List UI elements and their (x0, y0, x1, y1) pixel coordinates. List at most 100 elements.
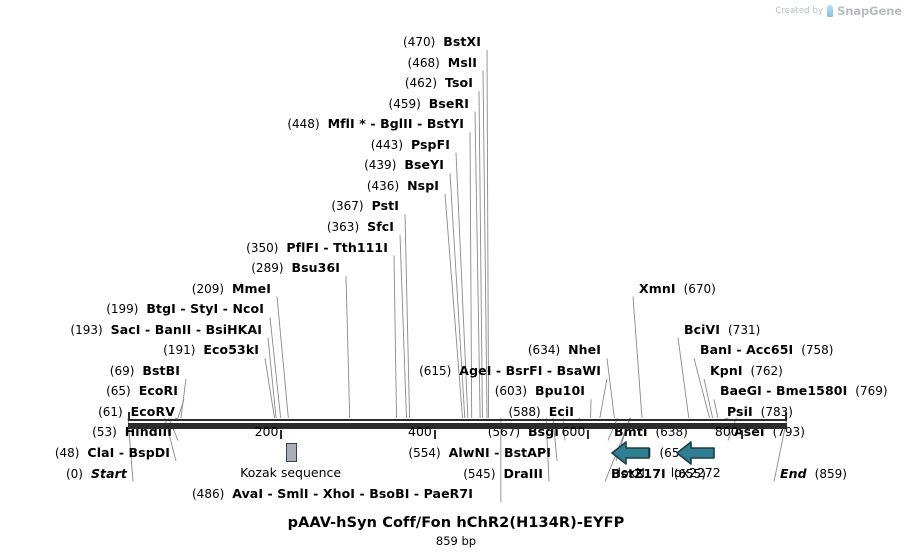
site-enzymes: MflI * - BglII - BstYI (327, 116, 464, 132)
site-enzymes: AlwNI - BstAPI (448, 445, 551, 460)
leader-line (599, 378, 608, 419)
restriction-site-label[interactable]: (367) PstI (0, 198, 399, 214)
restriction-site-label[interactable]: (199) BtgI - StyI - NcoI (0, 301, 264, 317)
restriction-site-label[interactable]: (588) EciI (0, 403, 574, 419)
site-enzymes: ClaI - BspDI (87, 445, 170, 460)
restriction-site-label[interactable]: (439) BseYI (0, 157, 444, 173)
site-enzymes: Bpu10I (534, 383, 585, 399)
site-position: (783) (760, 404, 793, 419)
restriction-site-label[interactable]: (545) DraIII (0, 465, 543, 481)
restriction-site-label[interactable]: (603) Bpu10I (0, 383, 585, 399)
restriction-site-label[interactable]: (193) SacI - BanII - BsiHKAI (0, 321, 262, 337)
site-enzymes: TsoI (445, 75, 473, 91)
restriction-site-label[interactable]: (615) AgeI - BsrFI - BsaWI (0, 363, 601, 378)
sequence-backbone[interactable] (128, 412, 787, 429)
restriction-site-label[interactable]: (65) EcoRI (0, 384, 178, 399)
feature-label: lox2272 (670, 465, 721, 480)
site-enzymes: EciI (548, 403, 574, 419)
restriction-site-label[interactable]: XmnI (670) (639, 280, 716, 296)
restriction-site-label[interactable]: (48) ClaI - BspDI (0, 445, 170, 461)
restriction-site-label[interactable]: (289) Bsu36I (0, 260, 340, 276)
restriction-site-label[interactable]: BstZ17I (655) (611, 465, 706, 481)
site-position: (439) (364, 158, 397, 173)
restriction-site-label[interactable]: (363) SfcI (0, 218, 394, 234)
leader-line (703, 378, 714, 419)
site-enzymes: BseYI (404, 157, 444, 173)
ruler-tick (280, 430, 283, 439)
site-enzymes: NheI (568, 342, 601, 358)
site-position: (65) (106, 384, 131, 399)
site-position: (468) (407, 55, 440, 70)
site-enzymes: End (780, 465, 807, 481)
site-position: (363) (326, 219, 360, 234)
feature-label: Kozak sequence (240, 465, 342, 480)
site-position: (191) (163, 343, 196, 358)
site-enzymes: XmnI (639, 280, 676, 296)
site-enzymes: BaeGI - Bme1580I (720, 383, 848, 399)
site-position: (486) (192, 487, 225, 502)
site-enzymes: DraIII (503, 465, 543, 481)
ruler-tick-label: 800 (714, 424, 739, 439)
plasmid-size-label: 859 bp (435, 534, 477, 548)
restriction-site-label[interactable]: (448) MflI * - BglII - BstYI (0, 116, 464, 132)
backbone-end-cap (785, 412, 787, 421)
snapgene-logo-icon (827, 5, 834, 17)
plasmid-title: pAAV-hSyn Coff/Fon hChR2(H134R)-EYFP (287, 515, 625, 531)
site-position: (448) (287, 117, 320, 132)
site-enzymes: Eco53kI (203, 342, 259, 358)
site-position: (545) (463, 466, 496, 481)
site-enzymes: KpnI (710, 362, 743, 378)
feature-kozak-sequence[interactable] (285, 443, 297, 462)
site-position: (634) (527, 343, 561, 358)
restriction-site-label[interactable]: (191) Eco53kI (0, 342, 259, 358)
site-enzymes: SfcI (367, 218, 394, 234)
restriction-site-label[interactable]: (436) NspI (0, 177, 439, 193)
site-enzymes: BstBI (142, 362, 180, 378)
site-enzymes: NspI (407, 177, 439, 193)
restriction-site-label[interactable]: BaeGI - Bme1580I (769) (720, 383, 888, 399)
site-enzymes: Bsu36I (291, 260, 340, 276)
restriction-site-label[interactable]: End (859) (780, 465, 847, 481)
restriction-site-label[interactable]: BanI - Acc65I (758) (700, 343, 834, 358)
site-position: (199) (106, 302, 139, 317)
site-enzymes: PstI (371, 198, 399, 214)
feature-arrow-loxn[interactable] (611, 440, 651, 466)
restriction-site-label[interactable]: (486) AvaI - SmlI - XhoI - BsoBI - PaeR7… (192, 487, 473, 502)
backbone-thick-line (128, 423, 787, 429)
site-position: (350) (246, 240, 279, 255)
restriction-site-label[interactable]: (61) EcoRV (0, 404, 175, 419)
site-position: (436) (366, 178, 400, 193)
site-enzymes: PspFI (410, 136, 450, 152)
restriction-site-label[interactable]: (209) MmeI (0, 281, 271, 296)
site-enzymes: BstZ17I (611, 465, 666, 481)
site-position: (53) (92, 425, 117, 440)
restriction-site-label[interactable]: (0) Start (0, 466, 127, 481)
ruler-tick-label: 400 (408, 424, 432, 439)
restriction-site-label[interactable]: (443) PspFI (0, 136, 450, 152)
restriction-site-label[interactable]: (634) NheI (0, 342, 601, 358)
ruler-tick-label: 600 (561, 424, 586, 439)
restriction-site-label[interactable]: (69) BstBI (0, 362, 180, 378)
restriction-site-label[interactable]: (468) MslI (0, 55, 477, 70)
restriction-site-label[interactable]: KpnI (762) (710, 362, 783, 378)
site-position: (758) (801, 343, 834, 358)
site-enzymes: BtgI - StyI - NcoI (146, 301, 264, 317)
restriction-site-label[interactable]: (470) BstXI (0, 35, 481, 50)
site-position: (588) (508, 404, 541, 419)
restriction-site-label[interactable]: (462) TsoI (0, 75, 473, 91)
ruler-tick (740, 430, 743, 439)
restriction-site-label[interactable]: (459) BseRI (0, 96, 469, 111)
leader-line (677, 337, 690, 419)
site-enzymes: SacI - BanII - BsiHKAI (110, 321, 262, 337)
backbone-thin-line (128, 419, 787, 421)
restriction-site-label[interactable]: (350) PflFI - Tth111I (0, 240, 388, 255)
backbone-start-cap (128, 412, 130, 421)
site-position: (193) (70, 322, 103, 337)
restriction-site-label[interactable]: PsiI (783) (727, 404, 793, 419)
restriction-site-label[interactable]: BciVI (731) (684, 321, 760, 337)
site-enzymes: BciVI (684, 321, 721, 337)
snapgene-brand-label: SnapGene (837, 4, 902, 18)
feature-arrow-lox2272[interactable] (675, 440, 716, 466)
restriction-site-label[interactable]: (554) AlwNI - BstAPI (0, 445, 551, 461)
